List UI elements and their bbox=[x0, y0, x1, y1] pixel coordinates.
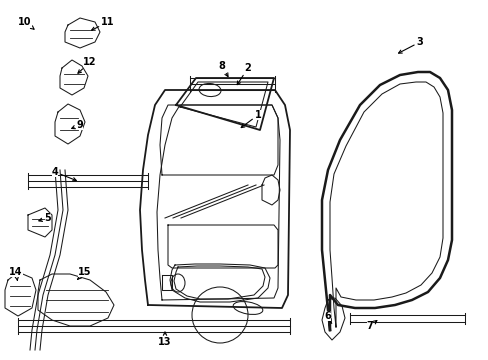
Text: 15: 15 bbox=[78, 267, 92, 279]
Text: 13: 13 bbox=[158, 332, 171, 347]
Text: 14: 14 bbox=[9, 267, 23, 280]
Text: 2: 2 bbox=[237, 63, 251, 85]
Text: 8: 8 bbox=[218, 61, 227, 77]
Text: 6: 6 bbox=[324, 311, 331, 324]
Text: 12: 12 bbox=[78, 57, 97, 73]
Text: 7: 7 bbox=[366, 320, 376, 331]
Text: 4: 4 bbox=[52, 167, 76, 181]
Text: 9: 9 bbox=[72, 120, 83, 130]
Text: 10: 10 bbox=[18, 17, 34, 29]
Text: 11: 11 bbox=[91, 17, 115, 30]
Text: 1: 1 bbox=[241, 110, 261, 127]
Text: 3: 3 bbox=[398, 37, 423, 53]
Text: 5: 5 bbox=[39, 213, 51, 223]
